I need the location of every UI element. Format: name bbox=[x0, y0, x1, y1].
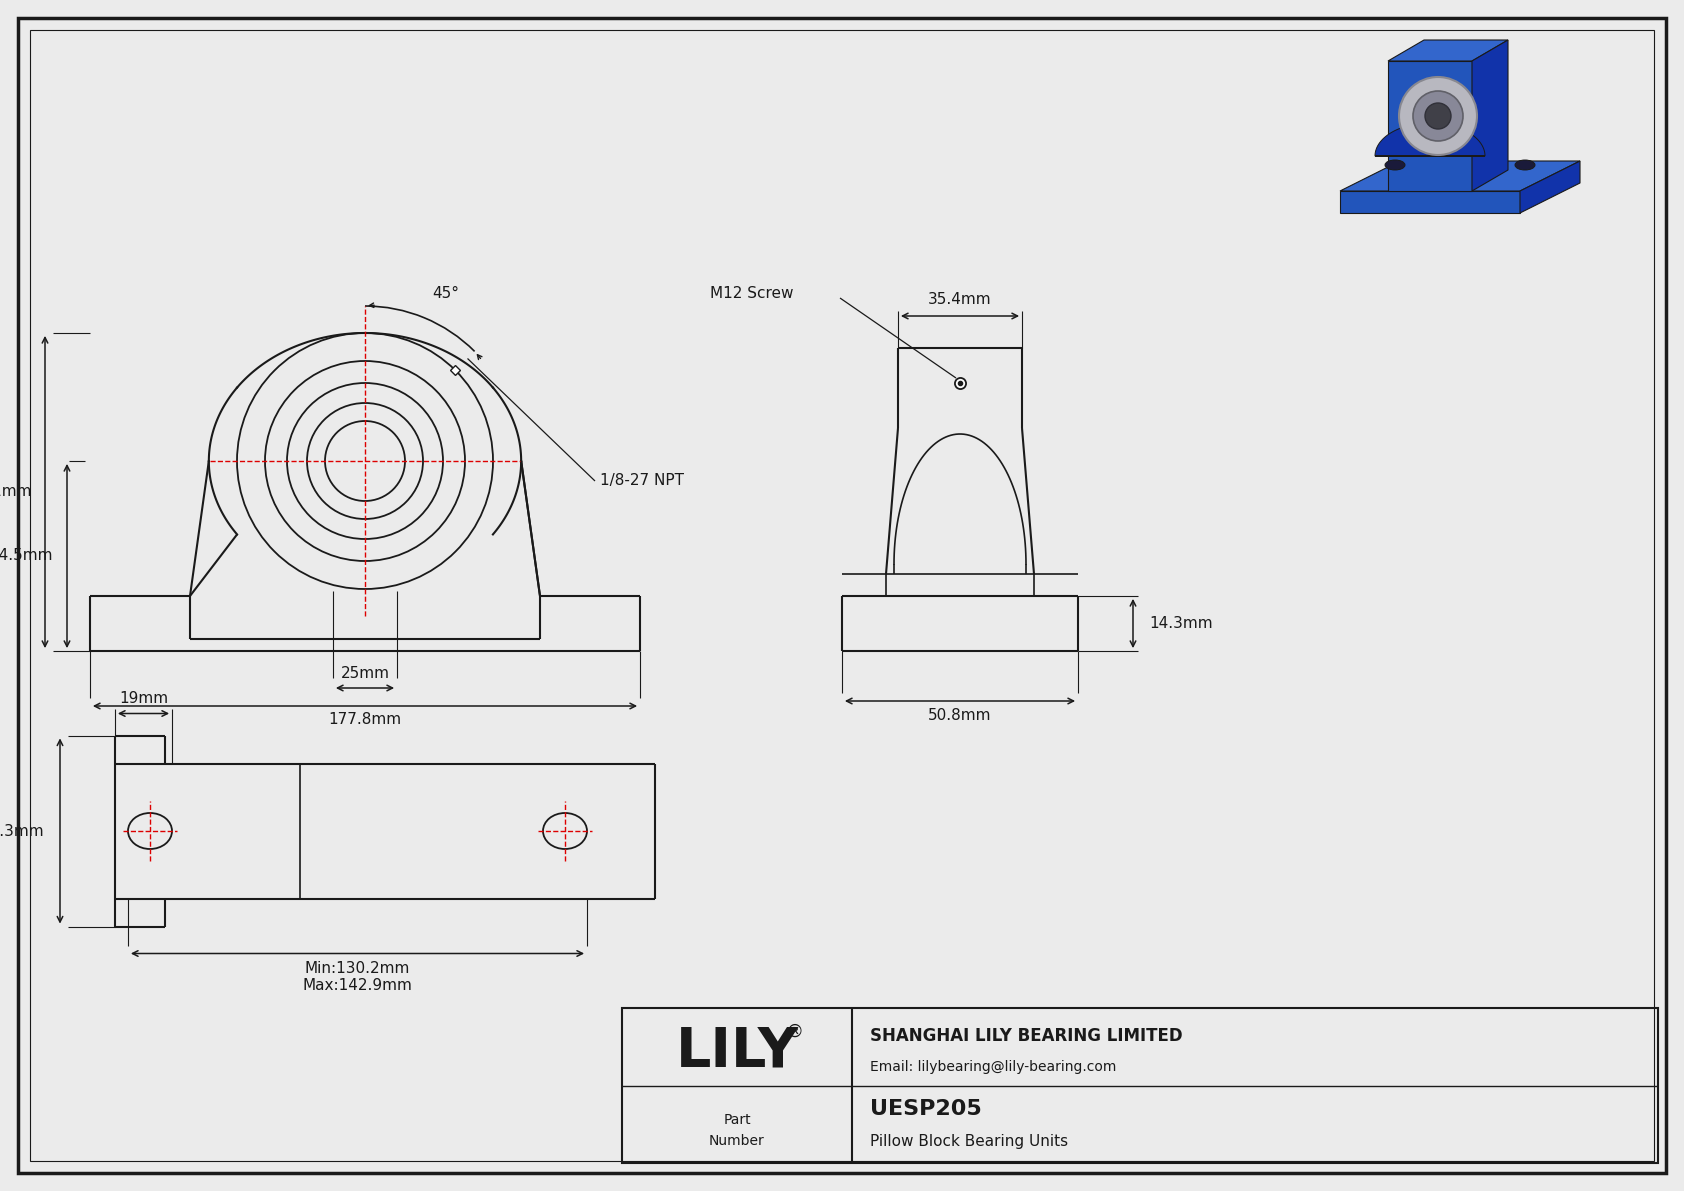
Text: SHANGHAI LILY BEARING LIMITED: SHANGHAI LILY BEARING LIMITED bbox=[871, 1027, 1182, 1045]
Text: Email: lilybearing@lily-bearing.com: Email: lilybearing@lily-bearing.com bbox=[871, 1060, 1116, 1074]
Text: Part: Part bbox=[722, 1112, 751, 1127]
Text: Number: Number bbox=[709, 1134, 765, 1148]
Polygon shape bbox=[451, 366, 460, 375]
Polygon shape bbox=[1376, 123, 1485, 156]
Ellipse shape bbox=[1384, 160, 1404, 170]
Ellipse shape bbox=[1425, 102, 1452, 129]
Text: ®: ® bbox=[786, 1022, 803, 1040]
Text: Pillow Block Bearing Units: Pillow Block Bearing Units bbox=[871, 1134, 1068, 1149]
Text: 14.3mm: 14.3mm bbox=[0, 823, 44, 838]
Text: UESP205: UESP205 bbox=[871, 1099, 982, 1118]
Polygon shape bbox=[1388, 40, 1507, 61]
Text: Min:130.2mm: Min:130.2mm bbox=[305, 961, 411, 975]
Text: 50.8mm: 50.8mm bbox=[928, 709, 992, 723]
Text: 1/8-27 NPT: 1/8-27 NPT bbox=[600, 474, 684, 488]
Polygon shape bbox=[1472, 40, 1507, 191]
Ellipse shape bbox=[1413, 91, 1463, 141]
Text: 35.4mm: 35.4mm bbox=[928, 293, 992, 307]
Text: 45°: 45° bbox=[433, 286, 460, 301]
Text: 19mm: 19mm bbox=[120, 691, 168, 706]
Text: 84.1mm: 84.1mm bbox=[0, 485, 32, 499]
Text: 44.5mm: 44.5mm bbox=[0, 549, 52, 563]
Bar bbox=[621, 1008, 1659, 1162]
Text: Max:142.9mm: Max:142.9mm bbox=[303, 978, 413, 993]
Text: LILY: LILY bbox=[675, 1024, 798, 1078]
Polygon shape bbox=[1340, 191, 1521, 213]
Text: 25mm: 25mm bbox=[340, 667, 389, 681]
Polygon shape bbox=[1388, 61, 1472, 191]
Polygon shape bbox=[1521, 161, 1580, 213]
Ellipse shape bbox=[1399, 77, 1477, 155]
Ellipse shape bbox=[1516, 160, 1536, 170]
Text: 14.3mm: 14.3mm bbox=[1148, 616, 1212, 631]
Text: 177.8mm: 177.8mm bbox=[328, 712, 401, 728]
Polygon shape bbox=[1340, 161, 1580, 191]
Text: M12 Screw: M12 Screw bbox=[711, 286, 793, 300]
